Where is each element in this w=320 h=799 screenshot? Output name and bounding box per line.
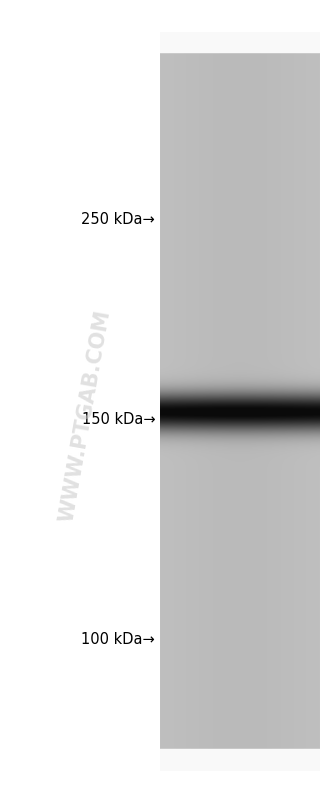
Text: 150 kDa→: 150 kDa→ xyxy=(82,412,155,427)
Text: 250 kDa→: 250 kDa→ xyxy=(82,213,155,227)
Text: WWW.PTGAB.COM: WWW.PTGAB.COM xyxy=(56,308,113,523)
Text: 100 kDa→: 100 kDa→ xyxy=(82,632,155,646)
